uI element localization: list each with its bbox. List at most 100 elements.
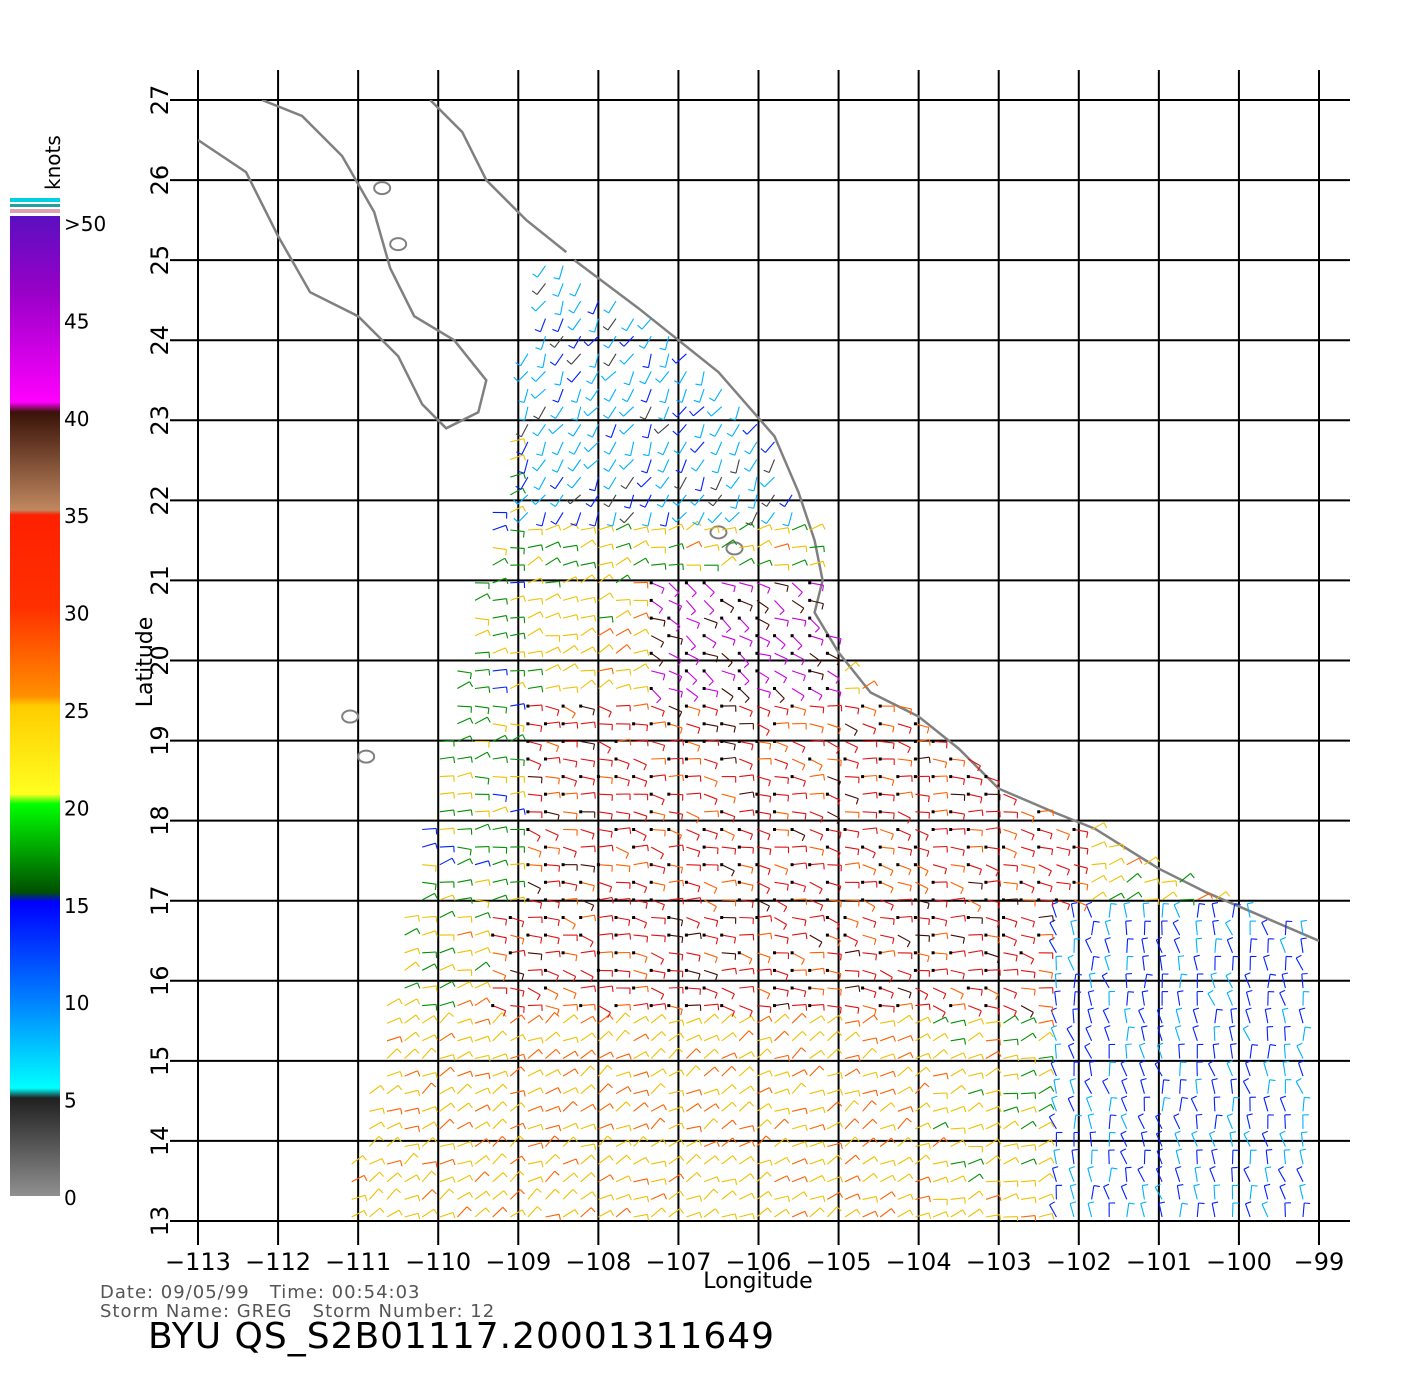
rain-flag: [896, 916, 900, 919]
wind-barb: [1073, 991, 1076, 1006]
wind-barb-flag: [502, 975, 507, 982]
wind-barb: [1126, 1026, 1130, 1041]
wind-barb-flag: [533, 415, 539, 420]
wind-barb-flag: [693, 696, 699, 702]
rain-flag: [737, 880, 741, 884]
wind-barb: [1283, 1150, 1286, 1165]
wind-barb: [1054, 973, 1057, 989]
wind-barb-flag: [1067, 1095, 1074, 1100]
wind-barb: [1161, 1097, 1165, 1112]
wind-barb-flag: [644, 974, 648, 981]
wind-barb: [749, 441, 758, 455]
wind-barb: [862, 1172, 875, 1183]
wind-barb-flag: [906, 941, 911, 948]
wind-barb-flag: [550, 502, 556, 507]
rain-flag: [825, 933, 829, 937]
wind-barb-flag: [1053, 1148, 1060, 1151]
wind-barb-flag: [609, 574, 614, 580]
wind-barb-flag: [1300, 919, 1307, 922]
lat-tick-label: 16: [146, 966, 174, 997]
wind-barb: [791, 952, 805, 960]
wind-barb-flag: [761, 519, 767, 525]
wind-barb: [756, 846, 771, 850]
wind-barb-flag: [752, 986, 755, 993]
wind-barb: [386, 1122, 400, 1130]
wind-barb-flag: [713, 906, 717, 913]
wind-barb-flag: [697, 727, 701, 734]
wind-barb: [580, 574, 593, 584]
wind-barb-flag: [540, 1037, 544, 1044]
wind-barb: [1300, 938, 1304, 953]
wind-barb: [1126, 1203, 1130, 1218]
wind-barb-flag: [945, 901, 948, 908]
wind-barb: [897, 775, 912, 778]
wind-barb: [1249, 1185, 1253, 1200]
wind-barb: [862, 705, 877, 712]
rain-flag: [544, 986, 547, 990]
wind-barb-flag: [724, 517, 730, 523]
wind-barb: [598, 776, 613, 779]
wind-barb-flag: [1085, 937, 1092, 941]
wind-barb: [1049, 1204, 1057, 1218]
wind-barb: [756, 740, 771, 745]
wind-barb-flag: [999, 1214, 1002, 1221]
wind-barb-flag: [710, 451, 717, 456]
wind-barb-flag: [716, 1034, 720, 1041]
wind-barb: [703, 793, 718, 800]
wind-barb-flag: [466, 1206, 472, 1212]
wind-barb-flag: [751, 1051, 755, 1058]
wind-barb-flag: [1089, 972, 1096, 975]
wind-barb: [421, 1208, 435, 1218]
wind-barb-flag: [1301, 1131, 1308, 1134]
wind-barb: [774, 1088, 788, 1095]
wind-barb-flag: [453, 809, 456, 816]
wind-barb: [521, 441, 529, 455]
wind-barb: [562, 1036, 577, 1042]
wind-barb: [563, 898, 578, 901]
wind-barb: [527, 1142, 542, 1148]
wind-barb-flag: [592, 885, 595, 892]
wind-barb-flag: [523, 881, 526, 888]
lon-tick-label: −100: [1206, 1248, 1272, 1276]
wind-barb-flag: [785, 763, 789, 770]
rain-flag: [702, 722, 706, 726]
wind-barb-flag: [659, 1117, 666, 1123]
wind-barb-flag: [892, 726, 895, 733]
wind-barb: [792, 898, 807, 901]
wind-barb: [703, 1140, 718, 1148]
wind-barb-flag: [1265, 1166, 1272, 1169]
wind-barb: [562, 1189, 574, 1200]
wind-barb: [615, 628, 629, 637]
wind-barb: [661, 494, 670, 508]
wind-barb-flag: [836, 748, 840, 754]
wind-barb-flag: [748, 958, 753, 965]
wind-barb: [735, 459, 740, 474]
wind-barb-flag: [783, 924, 788, 930]
wind-barb: [985, 1214, 1000, 1218]
rain-flag: [684, 986, 688, 990]
wind-barb-flag: [679, 1208, 685, 1214]
wind-barb-flag: [1157, 1042, 1164, 1046]
wind-barb-flag: [591, 627, 597, 634]
wind-barb: [950, 846, 965, 851]
rain-flag: [720, 722, 724, 726]
rain-flag: [755, 634, 759, 638]
wind-barb-flag: [1051, 1007, 1054, 1014]
wind-barb-flag: [804, 1176, 808, 1183]
rain-flag: [861, 775, 865, 779]
wind-barb-flag: [485, 1207, 491, 1213]
wind-barb-flag: [732, 816, 736, 823]
wind-barb: [968, 1123, 982, 1130]
wind-barb: [580, 646, 594, 654]
wind-barb: [668, 879, 683, 883]
wind-barb-flag: [875, 827, 878, 834]
wind-barb: [1020, 1106, 1035, 1112]
wind-barb: [1056, 846, 1071, 851]
axes: −113 −112 −111 −110 −109 −108 −107 −106 −105 −104…: [146, 85, 1344, 1276]
wind-barb: [510, 949, 525, 954]
rain-flag: [755, 916, 759, 919]
wind-barb: [492, 547, 507, 551]
wind-barb: [1174, 1027, 1181, 1041]
wind-barb: [809, 899, 823, 906]
wind-barb-flag: [505, 795, 508, 802]
